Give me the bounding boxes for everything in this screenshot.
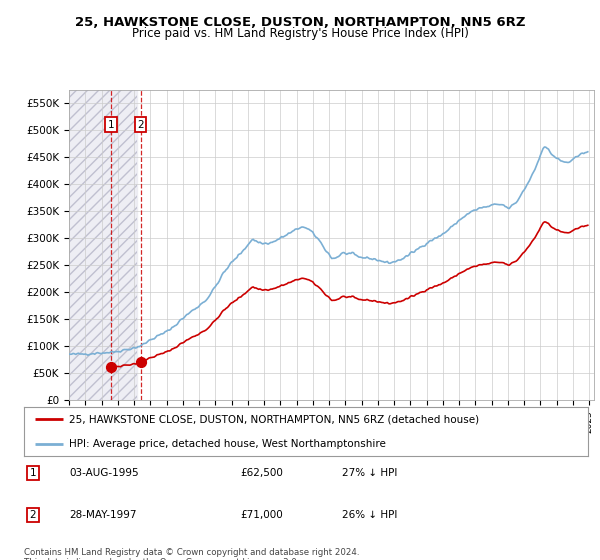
Text: 28-MAY-1997: 28-MAY-1997: [69, 510, 137, 520]
Point: [136, 357, 145, 366]
Text: 26% ↓ HPI: 26% ↓ HPI: [342, 510, 397, 520]
Text: 2: 2: [29, 510, 37, 520]
Text: HPI: Average price, detached house, West Northamptonshire: HPI: Average price, detached house, West…: [69, 439, 386, 449]
Text: £62,500: £62,500: [240, 468, 283, 478]
Text: 1: 1: [29, 468, 37, 478]
Text: £71,000: £71,000: [240, 510, 283, 520]
Text: 25, HAWKSTONE CLOSE, DUSTON, NORTHAMPTON, NN5 6RZ: 25, HAWKSTONE CLOSE, DUSTON, NORTHAMPTON…: [75, 16, 525, 29]
Text: 1: 1: [107, 120, 114, 130]
Text: 03-AUG-1995: 03-AUG-1995: [69, 468, 139, 478]
Bar: [69, 90, 137, 400]
Point: [106, 362, 116, 371]
Text: 2: 2: [137, 120, 144, 130]
Text: Price paid vs. HM Land Registry's House Price Index (HPI): Price paid vs. HM Land Registry's House …: [131, 27, 469, 40]
Text: 25, HAWKSTONE CLOSE, DUSTON, NORTHAMPTON, NN5 6RZ (detached house): 25, HAWKSTONE CLOSE, DUSTON, NORTHAMPTON…: [69, 414, 479, 424]
Text: Contains HM Land Registry data © Crown copyright and database right 2024.
This d: Contains HM Land Registry data © Crown c…: [24, 548, 359, 560]
Bar: [69, 90, 137, 400]
Text: 27% ↓ HPI: 27% ↓ HPI: [342, 468, 397, 478]
